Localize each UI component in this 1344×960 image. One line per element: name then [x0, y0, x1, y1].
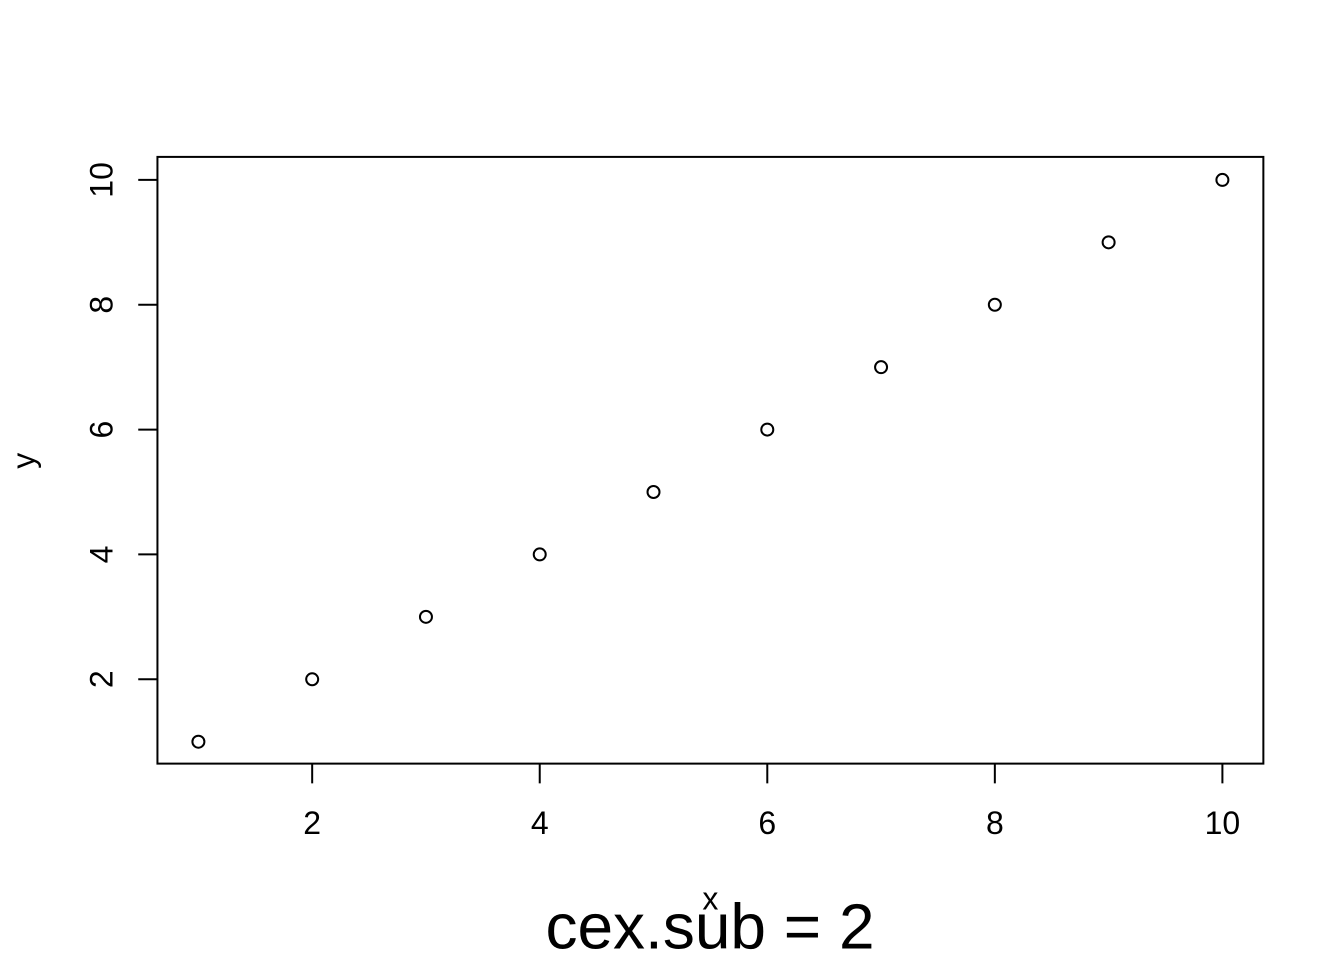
svg-text:6: 6: [758, 805, 776, 841]
svg-text:x: x: [702, 881, 718, 917]
svg-text:6: 6: [84, 421, 120, 439]
svg-text:4: 4: [531, 805, 549, 841]
svg-text:2: 2: [303, 805, 321, 841]
svg-text:4: 4: [84, 546, 120, 564]
svg-text:8: 8: [84, 296, 120, 314]
svg-text:10: 10: [1205, 805, 1241, 841]
svg-text:10: 10: [84, 162, 120, 198]
svg-text:2: 2: [84, 670, 120, 688]
svg-text:y: y: [6, 453, 42, 469]
svg-text:8: 8: [986, 805, 1004, 841]
svg-text:cex.sub = 2: cex.sub = 2: [545, 891, 874, 960]
